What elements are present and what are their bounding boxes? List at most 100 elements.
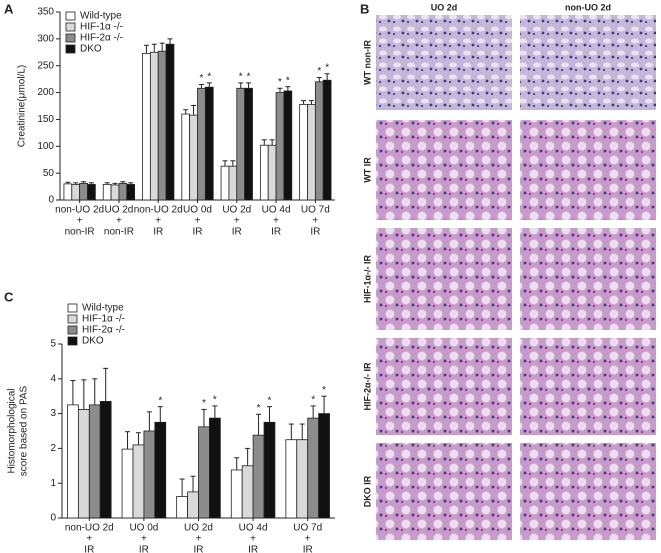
x-tick-label: + [196,534,202,545]
x-tick-label: UO 7d [301,205,330,216]
x-tick-label: IR [303,545,313,553]
significance-star: * [207,72,211,83]
x-tick-label: + [312,216,318,227]
legend-label: Wild-type [82,303,124,314]
x-tick-label: non-IR [65,227,95,238]
x-tick-label: + [77,216,83,227]
x-tick-label: + [305,534,311,545]
bar [157,50,167,201]
bar [307,417,320,519]
bar [88,404,101,519]
significance-star: * [247,72,251,83]
significance-star: * [199,73,203,84]
x-tick-label: UO 2d [184,523,213,534]
bar [126,184,136,201]
histology-image [520,15,656,110]
y-tick-label: 100 [37,141,54,152]
x-tick-label: IR [193,227,203,238]
panel-label: B [360,1,369,16]
bar [275,92,285,201]
y-tick-label: 150 [37,114,54,125]
histology-image [520,120,656,220]
y-tick-label: 0 [50,513,56,524]
y-tick-label: 350 [37,7,54,18]
legend-label: HIF-1α -/- [80,22,123,33]
significance-star: * [311,395,315,406]
significance-star: * [158,395,162,406]
row-label: WT IR [362,157,372,183]
x-tick-label: IR [232,227,242,238]
bar [143,430,156,519]
y-tick-label: 250 [37,60,54,71]
bar [252,434,265,519]
y-axis-label: Histomorphological [7,388,18,473]
x-tick-label: non-IR [104,227,134,238]
legend-swatch [65,33,76,43]
bar [181,113,191,201]
bar [189,114,198,201]
significance-star: * [202,398,206,409]
histology-image [520,338,656,435]
bar [110,184,120,201]
bar [198,426,210,519]
panel-label: C [4,289,14,304]
significance-star: * [278,77,282,88]
bar [322,79,332,201]
histology-image [520,228,656,330]
y-tick-label: 200 [37,87,54,98]
histology-image [376,228,512,330]
x-tick-label: + [141,534,147,545]
bar [154,421,167,519]
x-tick-label: + [86,534,92,545]
significance-star: * [322,385,326,396]
bar [165,43,175,201]
bar [244,87,253,201]
x-tick-label: IR [310,227,320,238]
bar [99,401,112,519]
x-tick-label: + [195,216,201,227]
x-tick-label: UO 2d [104,205,133,216]
histology-image [376,120,512,220]
x-tick-label: UO 4d [262,205,291,216]
bar [71,184,81,201]
y-axis-label: score based on PAS [19,385,30,476]
bar [228,165,238,201]
histology-image [520,443,656,540]
significance-star: * [213,395,217,406]
bar [209,417,221,519]
significance-star: * [286,75,290,86]
legend-swatch [67,336,78,346]
bar [187,491,199,519]
x-tick-label: UO 4d [239,523,268,534]
y-axis-label: Creatinine(μmol/L) [17,65,28,147]
legend-label: HIF-2α -/- [82,325,125,336]
row-label: WT non-IR [362,40,372,85]
column-header: non-UO 2d [565,2,611,12]
bar [263,421,276,519]
y-tick-label: 3 [50,408,56,419]
column-header: UO 2d [431,2,458,12]
bar [230,469,243,519]
bar [142,52,151,201]
x-tick-label: non-UO 2d [134,205,183,216]
bar [77,409,90,519]
x-tick-label: IR [194,545,204,553]
significance-star: * [257,403,261,414]
bar [79,182,88,201]
bar [296,439,309,519]
legend-swatch [65,11,76,21]
x-tick-label: UO 0d [183,205,212,216]
legend-swatch [67,303,78,313]
bar [132,444,145,519]
bar [314,81,324,201]
significance-star: * [325,62,329,73]
y-tick-label: 5 [50,339,56,350]
bar [197,87,206,201]
bar [220,165,230,201]
x-tick-label: UO 2d [222,205,251,216]
bar [204,86,214,201]
y-tick-label: 4 [50,373,56,384]
histology-image [376,443,512,540]
y-tick-label: 2 [50,443,56,454]
bar [283,90,293,201]
